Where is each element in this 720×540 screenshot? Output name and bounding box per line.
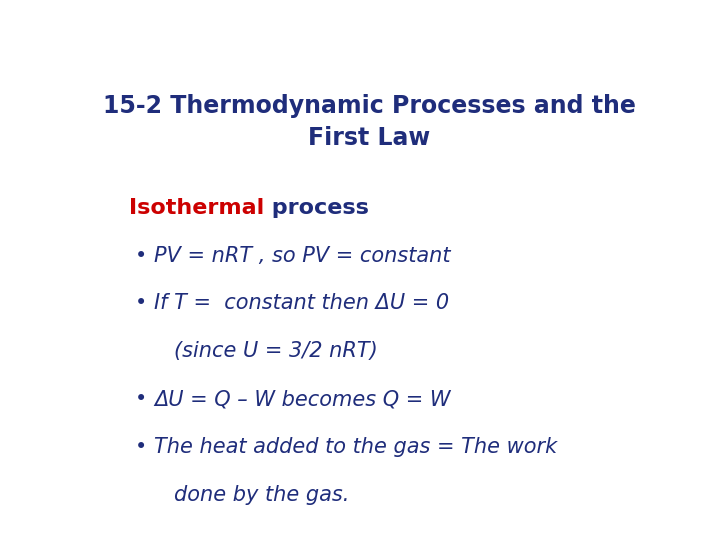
Text: The heat added to the gas = The work: The heat added to the gas = The work (154, 437, 557, 457)
Text: (since U = 3/2 nRT): (since U = 3/2 nRT) (174, 341, 377, 361)
Text: process: process (264, 198, 369, 218)
Text: PV = nRT , so PV = constant: PV = nRT , so PV = constant (154, 246, 451, 266)
Text: 15-2 Thermodynamic Processes and the
First Law: 15-2 Thermodynamic Processes and the Fir… (102, 94, 636, 150)
Text: •: • (135, 437, 147, 457)
Text: ΔU = Q – W becomes Q = W: ΔU = Q – W becomes Q = W (154, 389, 451, 409)
Text: •: • (135, 389, 147, 409)
Text: Isothermal: Isothermal (129, 198, 264, 218)
Text: •: • (135, 246, 147, 266)
Text: done by the gas.: done by the gas. (174, 485, 349, 505)
Text: If T =  constant then ΔU = 0: If T = constant then ΔU = 0 (154, 293, 449, 314)
Text: •: • (135, 293, 147, 314)
